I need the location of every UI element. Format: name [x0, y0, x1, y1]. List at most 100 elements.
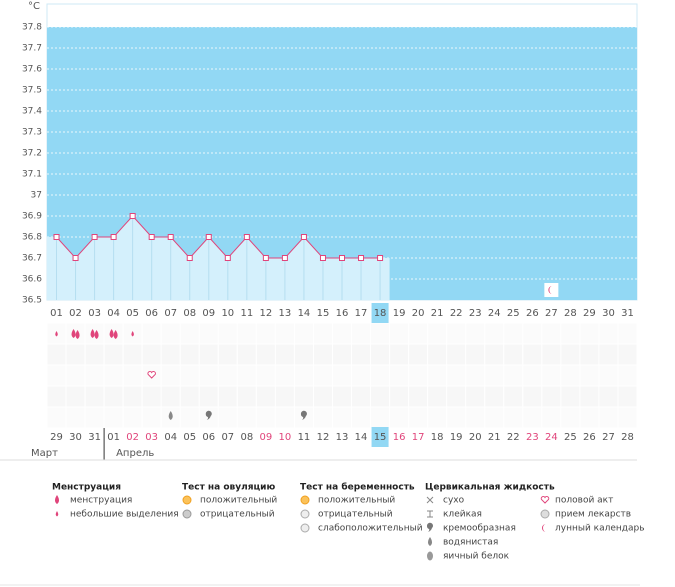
date-label: 12 [317, 432, 330, 443]
legend-item: отрицательный [200, 510, 275, 520]
temperature-line [56, 215, 381, 259]
date-label: 15 [374, 432, 387, 443]
grid-cell [408, 343, 429, 366]
grid-cell [46, 385, 67, 408]
grid-cell [312, 364, 333, 387]
icon-heart [540, 496, 550, 504]
temperature-point [129, 213, 136, 219]
grid-cell [122, 343, 143, 366]
y-tick-label: 37.3 [22, 128, 42, 138]
grid-cell [103, 385, 124, 408]
temperature-point [72, 255, 79, 261]
date-label: 14 [355, 432, 368, 443]
date-label: 17 [412, 432, 425, 443]
grid-cell [427, 343, 448, 366]
grid-cell [274, 406, 295, 429]
legend-item: сухо [443, 496, 465, 506]
day-label: 05 [126, 308, 139, 319]
icon-moon-bg [544, 283, 559, 297]
day-label: 14 [298, 308, 311, 319]
grid-cell [160, 343, 181, 366]
grid-cell [484, 343, 505, 366]
temperature-point [262, 255, 269, 261]
icon-drop [113, 330, 118, 339]
date-label: 27 [602, 432, 615, 443]
grid-cell [427, 406, 448, 429]
grid-cell [522, 343, 543, 366]
grid-cell [389, 364, 410, 387]
icon-small-drop [55, 331, 58, 337]
day-label: 17 [355, 308, 368, 319]
temperature-point [319, 255, 326, 261]
grid-cell [598, 343, 619, 366]
icon-small-drop [131, 331, 134, 337]
grid-cell [274, 385, 295, 408]
legend-item: слабоположительный [318, 524, 423, 534]
grid-cell [503, 406, 524, 429]
grid-cell [541, 364, 562, 387]
grid-cell [541, 406, 562, 429]
grid-cell [46, 406, 67, 429]
temperature-point [167, 234, 174, 240]
date-label: 28 [621, 432, 634, 443]
grid-cell [312, 322, 333, 345]
date-label: 26 [583, 432, 596, 443]
day-label: 30 [602, 308, 615, 319]
grid-cell [236, 406, 257, 429]
legend-item: менструация [70, 496, 132, 506]
grid-cell [579, 343, 600, 366]
grid-cell [255, 406, 276, 429]
y-tick-label: 37.5 [22, 86, 42, 96]
temperature-point [186, 255, 193, 261]
grid-cell [427, 385, 448, 408]
grid-cell [331, 385, 353, 408]
y-tick-label: 37.7 [22, 44, 42, 54]
icon-dry [426, 496, 434, 504]
grid-cell [122, 385, 143, 408]
grid-cell [331, 364, 353, 387]
grid-cell [65, 406, 86, 429]
grid-cell [560, 343, 581, 366]
grid-cell [579, 364, 600, 387]
grid-cell [579, 322, 600, 345]
icon-pill [540, 509, 550, 519]
day-label: 15 [317, 308, 330, 319]
temperature-point [377, 255, 384, 261]
day-label: 09 [202, 308, 215, 319]
icon-gray-drop [168, 411, 173, 420]
y-axis-label: °C [28, 1, 40, 12]
icon-drop [71, 329, 76, 338]
date-label: 03 [145, 432, 158, 443]
day-label: 11 [240, 308, 253, 319]
grid-cell [84, 322, 105, 345]
grid-cell [160, 385, 181, 408]
date-label: 07 [221, 432, 234, 443]
grid-cell [179, 364, 200, 387]
grid-cell [522, 406, 543, 429]
grid-cell [617, 364, 638, 387]
grid-cell [484, 364, 505, 387]
grid-cell [198, 385, 219, 408]
date-label: 23 [526, 432, 539, 443]
grid-cell [503, 364, 524, 387]
grid-cell [446, 406, 467, 429]
grid-cell [217, 322, 238, 345]
day-label: 18 [374, 308, 387, 319]
date-label: 05 [183, 432, 196, 443]
grid-cell [408, 406, 429, 429]
grid-cell [179, 322, 200, 345]
grid-cell [579, 406, 600, 429]
grid-cell [446, 364, 467, 387]
date-label: 11 [298, 432, 311, 443]
grid-cell [522, 385, 543, 408]
grid-cell [522, 322, 543, 345]
grid-cell [84, 364, 105, 387]
day-label: 31 [621, 308, 634, 319]
day-label: 25 [507, 308, 520, 319]
icon-drop [109, 329, 114, 338]
grid-cell [141, 385, 162, 408]
y-tick-label: 36.6 [22, 275, 42, 285]
grid-cell [465, 364, 486, 387]
date-label: 20 [469, 432, 482, 443]
grid-cell [103, 406, 124, 429]
